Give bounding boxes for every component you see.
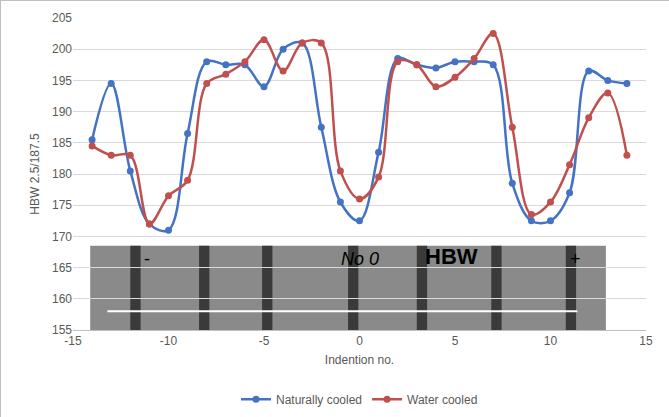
svg-text:170: 170 (52, 230, 72, 244)
svg-text:180: 180 (52, 167, 72, 181)
svg-text:160: 160 (52, 292, 72, 306)
svg-text:-5: -5 (259, 334, 270, 348)
svg-text:Indention no.: Indention no. (325, 353, 394, 367)
svg-text:Water cooled: Water cooled (407, 393, 477, 407)
svg-text:200: 200 (52, 42, 72, 56)
svg-text:HBW 2.5/187.5: HBW 2.5/187.5 (28, 133, 42, 215)
svg-text:15: 15 (639, 334, 653, 348)
svg-text:-: - (144, 249, 150, 269)
svg-text:185: 185 (52, 136, 72, 150)
svg-text:205: 205 (52, 11, 72, 25)
svg-text:175: 175 (52, 198, 72, 212)
svg-text:Naturally cooled: Naturally cooled (276, 393, 362, 407)
svg-text:190: 190 (52, 105, 72, 119)
svg-text:-10: -10 (160, 334, 178, 348)
svg-text:+: + (570, 249, 581, 269)
svg-text:155: 155 (52, 323, 72, 337)
svg-text:10: 10 (544, 334, 558, 348)
svg-text:165: 165 (52, 261, 72, 275)
svg-text:0: 0 (356, 334, 363, 348)
svg-text:195: 195 (52, 74, 72, 88)
svg-text:HBW: HBW (425, 244, 478, 269)
svg-text:5: 5 (452, 334, 459, 348)
svg-text:-15: -15 (64, 334, 82, 348)
svg-text:No 0: No 0 (341, 249, 379, 269)
